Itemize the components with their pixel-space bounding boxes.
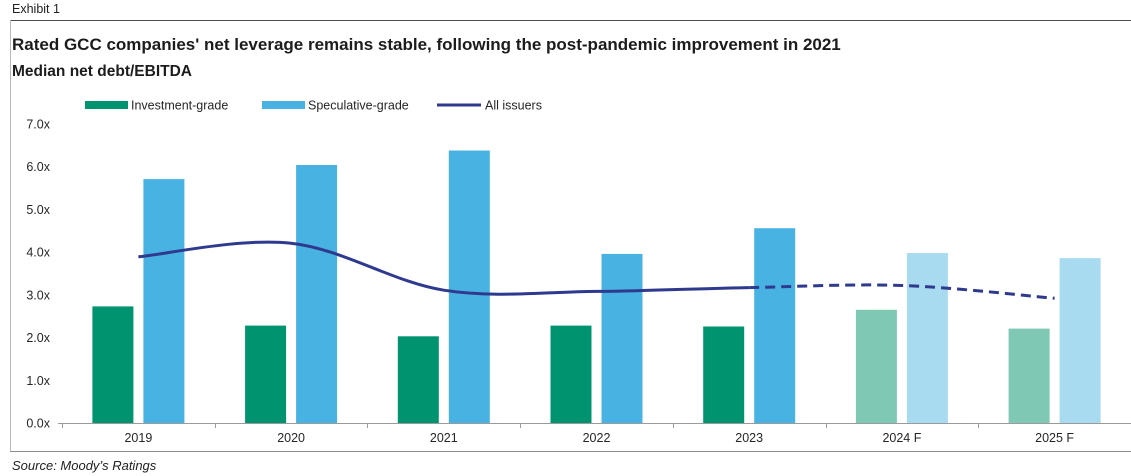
bar-investment-grade-2025-f [1008,328,1050,423]
bar-speculative-grade-2020 [296,165,338,423]
bar-investment-grade-2019 [92,306,134,423]
line-all-issuers-forecast [749,283,1055,300]
x-tick-label-2023: 2023 [735,431,763,445]
source-note: Source: Moody’s Ratings [12,458,157,473]
x-tick-label-2025-f: 2025 F [1035,431,1074,445]
left-rule [10,20,11,452]
bar-investment-grade-2024-f [855,309,897,423]
bar-speculative-grade-2023 [754,228,796,423]
legend-swatch-speculative-grade [262,101,305,109]
y-tick-label-7: 7.0x [26,118,50,132]
bottom-rule [10,451,1131,452]
chart-subtitle: Median net debt/EBITDA [12,63,192,80]
bar-speculative-grade-2025-f [1059,258,1101,423]
y-tick-label-1: 1.0x [26,374,50,388]
x-tick-label-2024-f: 2024 F [882,431,921,445]
legend-swatch-investment-grade [85,101,128,109]
y-tick-label-5: 5.0x [26,203,50,217]
legend-label-speculative-grade: Speculative-grade [308,99,409,113]
legend: Investment-grade Speculative-grade All i… [85,99,542,113]
bar-investment-grade-2021 [397,336,439,423]
legend-item-speculative-grade: Speculative-grade [262,99,409,113]
y-tick-label-4: 4.0x [26,246,50,260]
y-tick-label-3: 3.0x [26,288,50,302]
bar-speculative-grade-2022 [601,253,643,423]
legend-label-all-issuers: All issuers [485,99,542,113]
y-tick-label-2: 2.0x [26,331,50,345]
x-tick-label-2020: 2020 [277,431,305,445]
line-all-issuers-actual [138,240,750,296]
legend-item-all-issuers: All issuers [437,99,542,113]
x-tick-label-2022: 2022 [583,431,611,445]
bar-speculative-grade-2021 [448,150,490,423]
bar-series [92,150,1101,423]
legend-item-investment-grade: Investment-grade [85,99,228,113]
x-tick-label-2021: 2021 [430,431,458,445]
bar-speculative-grade-2019 [143,179,185,423]
bar-investment-grade-2023 [703,326,745,423]
bar-investment-grade-2022 [550,325,592,423]
line-series [138,240,1055,300]
legend-label-investment-grade: Investment-grade [131,99,228,113]
chart-title: Rated GCC companies' net leverage remain… [12,35,841,54]
x-tick-label-2019: 2019 [124,431,152,445]
y-tick-label-0: 0.0x [26,417,50,431]
bar-speculative-grade-2024-f [906,253,948,423]
axes: 0.0x 1.0x 2.0x 3.0x 4.0x 5.0x 6.0x 7.0x 2019 2020… [26,118,1131,445]
y-tick-label-6: 6.0x [26,160,50,174]
bar-investment-grade-2020 [245,325,287,423]
top-rule [10,20,1131,21]
exhibit-label: Exhibit 1 [12,2,60,16]
